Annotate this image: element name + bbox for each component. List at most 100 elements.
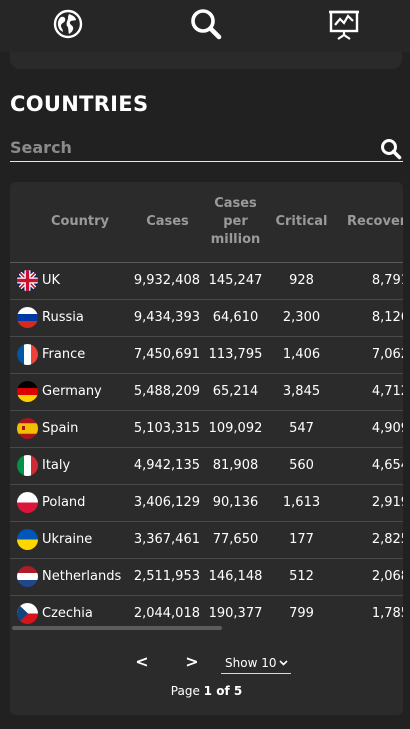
column-header-critical[interactable]: Critical — [268, 182, 335, 263]
cell-cases: 3,367,461 — [132, 521, 203, 559]
poland-flag-icon — [17, 492, 38, 513]
cell-country: Germany — [10, 373, 132, 411]
stats-board-icon[interactable] — [328, 8, 360, 40]
cell-recovered: 4,712,900 — [335, 373, 403, 411]
cell-recovered: 2,825,649 — [335, 521, 403, 559]
country-name: Italy — [42, 458, 71, 473]
page-size-label: Show 10 — [225, 656, 277, 670]
cell-recovered: 7,062,179 — [335, 336, 403, 374]
column-header-country[interactable]: Country — [10, 182, 132, 263]
search-icon[interactable] — [380, 138, 402, 160]
column-header-recovered[interactable]: Recovered — [335, 182, 403, 263]
page-title: COUNTRIES — [10, 92, 149, 116]
germany-flag-icon — [17, 381, 38, 402]
top-nav-bar — [0, 0, 410, 52]
cell-country: Ukraine — [10, 521, 132, 559]
cell-cases-per-million: 77,650 — [203, 521, 268, 559]
czechia-flag-icon — [17, 603, 38, 624]
country-name: Spain — [42, 421, 79, 436]
cell-country: UK — [10, 262, 132, 300]
cell-country: Netherlands — [10, 558, 132, 596]
collapsed-panel — [10, 52, 402, 69]
cell-critical: 3,845 — [268, 373, 335, 411]
country-name: Czechia — [42, 606, 93, 621]
cell-country: Poland — [10, 484, 132, 522]
cell-critical: 560 — [268, 447, 335, 485]
cell-cases: 9,434,393 — [132, 299, 203, 337]
countries-table: Country Cases Cases per million Critical… — [10, 182, 403, 632]
cell-cases: 7,450,691 — [132, 336, 203, 374]
cell-cases-per-million: 146,148 — [203, 558, 268, 596]
cell-cases-per-million: 65,214 — [203, 373, 268, 411]
cell-country: Spain — [10, 410, 132, 448]
next-page-button[interactable]: > — [185, 652, 199, 671]
horizontal-scrollbar[interactable] — [12, 626, 222, 630]
current-page: 1 — [203, 684, 213, 698]
page-indicator: Page 1 of 5 — [170, 684, 243, 698]
italy-flag-icon — [17, 455, 38, 476]
previous-page-button[interactable]: < — [135, 652, 149, 671]
country-name: Germany — [42, 384, 102, 399]
search-icon[interactable] — [190, 8, 222, 40]
table-scroll-area[interactable]: Country Cases Cases per million Critical… — [10, 182, 403, 632]
total-pages: 5 — [233, 684, 243, 698]
cell-cases: 4,942,135 — [132, 447, 203, 485]
cell-country: France — [10, 336, 132, 374]
page-size-select[interactable]: Show 10 — [221, 654, 291, 674]
cell-recovered: 4,909,909 — [335, 410, 403, 448]
france-flag-icon — [17, 344, 38, 365]
pagination: < > Show 10 — [10, 652, 403, 682]
cell-cases: 3,406,129 — [132, 484, 203, 522]
cell-country: Czechia — [10, 595, 132, 632]
chevron-down-icon — [279, 660, 288, 666]
spain-flag-icon — [17, 418, 38, 439]
cell-critical: 177 — [268, 521, 335, 559]
cell-cases-per-million: 145,247 — [203, 262, 268, 300]
cell-cases: 2,511,953 — [132, 558, 203, 596]
netherlands-flag-icon — [17, 566, 38, 587]
search-input[interactable] — [10, 134, 370, 160]
cell-cases: 5,488,209 — [132, 373, 203, 411]
cell-critical: 1,406 — [268, 336, 335, 374]
country-name: Ukraine — [42, 532, 93, 547]
cell-cases-per-million: 64,610 — [203, 299, 268, 337]
cell-recovered: 8,126,376 — [335, 299, 403, 337]
cell-cases: 2,044,018 — [132, 595, 203, 632]
column-header-cases-per-million[interactable]: Cases per million — [203, 182, 268, 263]
cell-cases-per-million: 90,136 — [203, 484, 268, 522]
cell-critical: 928 — [268, 262, 335, 300]
cell-cases: 5,103,315 — [132, 410, 203, 448]
country-name: Poland — [42, 495, 86, 510]
cell-cases-per-million: 190,377 — [203, 595, 268, 632]
cell-critical: 512 — [268, 558, 335, 596]
cell-cases-per-million: 81,908 — [203, 447, 268, 485]
cell-cases-per-million: 109,092 — [203, 410, 268, 448]
country-name: Russia — [42, 310, 84, 325]
uk-flag-icon — [17, 270, 38, 291]
table-header-row: Country Cases Cases per million Critical… — [10, 182, 403, 263]
country-name: Netherlands — [42, 569, 122, 584]
cell-recovered: 1,785,831 — [335, 595, 403, 632]
cell-critical: 547 — [268, 410, 335, 448]
cell-critical: 2,300 — [268, 299, 335, 337]
cell-critical: 799 — [268, 595, 335, 632]
country-name: UK — [42, 273, 61, 288]
globe-icon[interactable] — [52, 8, 84, 40]
cell-recovered: 4,654,299 — [335, 447, 403, 485]
ukraine-flag-icon — [17, 529, 38, 550]
cell-recovered: 2,068,811 — [335, 558, 403, 596]
search-bar — [10, 134, 403, 162]
column-header-cases[interactable]: Cases — [132, 182, 203, 263]
cell-country: Italy — [10, 447, 132, 485]
country-name: France — [42, 347, 86, 362]
